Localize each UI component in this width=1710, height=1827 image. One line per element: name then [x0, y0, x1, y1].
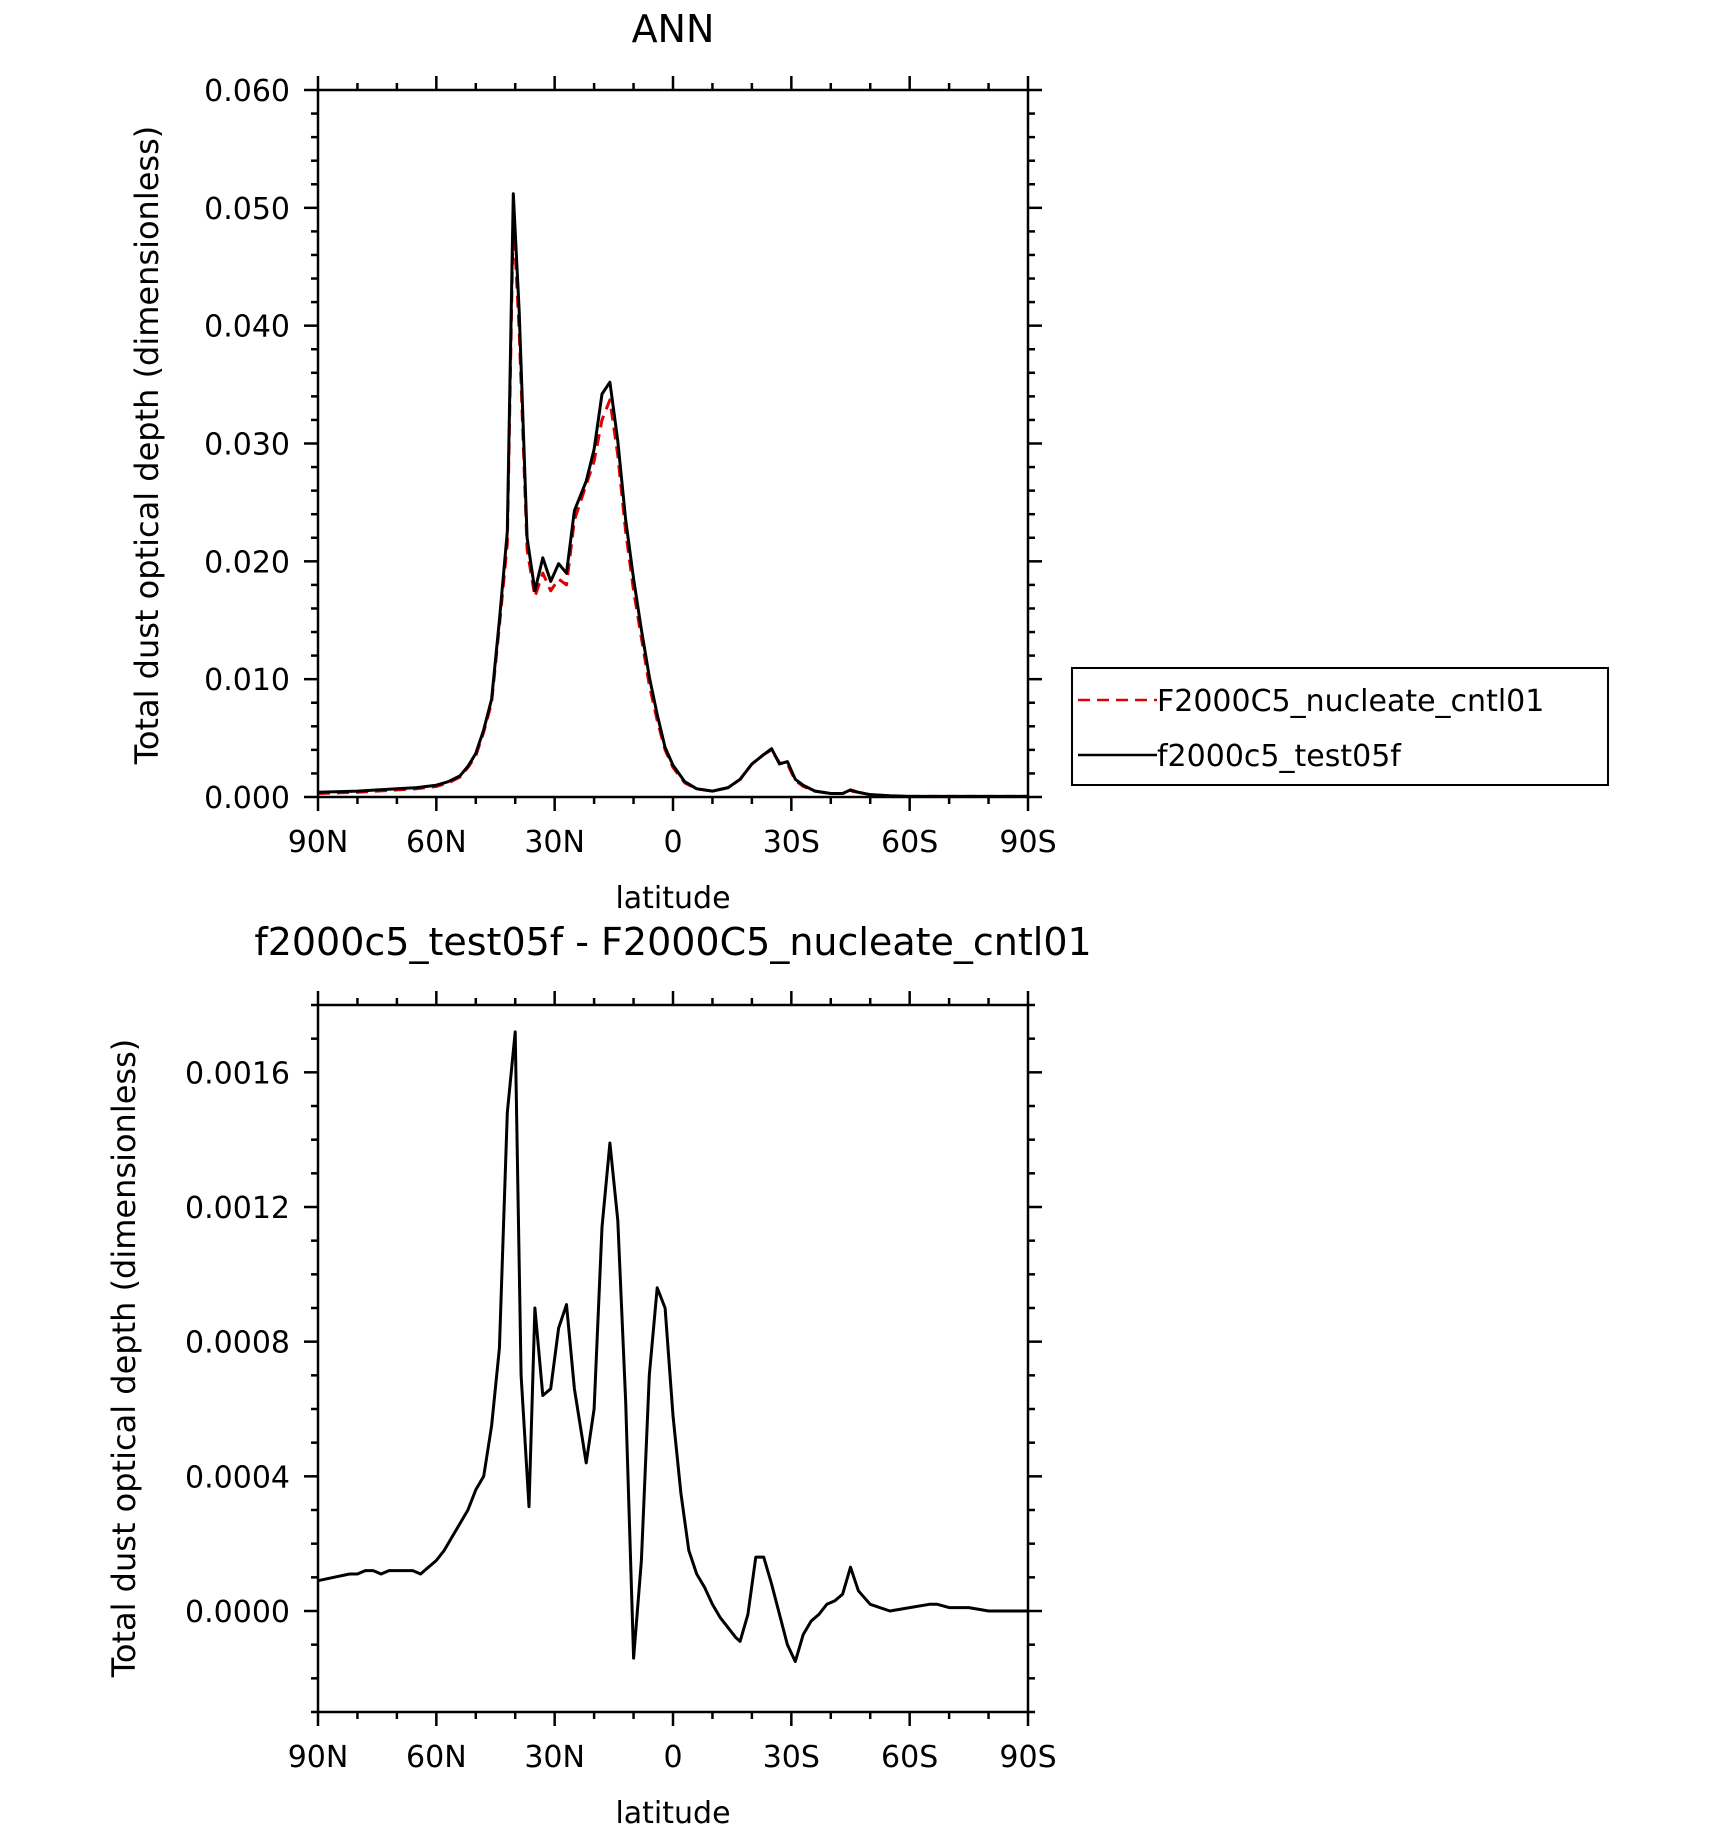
top-chart-title: ANN	[632, 7, 715, 51]
y-tick-label: 0.0000	[185, 1595, 290, 1630]
x-tick-label: 0	[663, 825, 682, 860]
x-tick-label: 30S	[763, 1740, 820, 1775]
y-tick-label: 0.060	[204, 74, 290, 109]
top-y-axis-label: Total dust optical depth (dimensionless)	[128, 126, 166, 765]
bottom-x-axis-label: latitude	[615, 1796, 730, 1827]
legend-label-cntl01: F2000C5_nucleate_cntl01	[1157, 684, 1544, 719]
bottom-plot-frame	[316, 1003, 1030, 1714]
y-tick-label: 0.0016	[185, 1056, 290, 1091]
x-tick-label: 90N	[288, 825, 349, 860]
bottom-chart-title: f2000c5_test05f - F2000C5_nucleate_cntl0…	[254, 920, 1091, 964]
legend: F2000C5_nucleate_cntl01 f2000c5_test05f	[1071, 667, 1609, 786]
bottom-series-lines	[317, 1030, 1028, 1663]
y-tick-label: 0.040	[204, 310, 290, 345]
x-tick-label: 30N	[524, 1740, 585, 1775]
x-tick-label: 90S	[999, 1740, 1056, 1775]
y-tick-label: 0.0004	[185, 1460, 290, 1495]
y-tick-label: 0.0012	[185, 1191, 290, 1226]
top-axis-ticks: 90N 60N 30N 0 30S 60S 90S 0.000 0.010 0.020 0.030 0…	[204, 74, 1057, 860]
bottom-panel: f2000c5_test05f - F2000C5_nucleate_cntl0…	[105, 920, 1092, 1827]
series-line-f2000c5-test05f	[317, 192, 1028, 798]
legend-box	[1071, 667, 1609, 786]
bottom-axis-ticks: 90N 60N 30N 0 30S 60S 90S 0.0000 0.0004 0.0008 0.0…	[185, 991, 1057, 1775]
x-tick-label: 90S	[999, 825, 1056, 860]
x-tick-label: 30N	[524, 825, 585, 860]
x-tick-label: 60N	[406, 825, 467, 860]
top-plot-frame	[316, 88, 1030, 799]
y-tick-label: 0.000	[204, 781, 290, 816]
y-tick-label: 0.030	[204, 428, 290, 463]
series-line-difference	[317, 1030, 1028, 1663]
y-tick-label: 0.020	[204, 545, 290, 580]
x-tick-label: 0	[663, 1740, 682, 1775]
top-x-axis-label: latitude	[615, 881, 730, 916]
y-tick-label: 0.010	[204, 663, 290, 698]
x-tick-label: 90N	[288, 1740, 349, 1775]
y-tick-label: 0.0008	[185, 1326, 290, 1361]
x-tick-label: 60S	[881, 1740, 938, 1775]
series-line-f2000c5-nucleate-cntl01	[317, 212, 1028, 798]
top-panel: ANN Total dust optical depth (dimensionl…	[128, 7, 1609, 916]
bottom-y-axis-label: Total dust optical depth (dimensionless)	[105, 1039, 143, 1678]
top-series-lines	[317, 192, 1028, 798]
x-tick-label: 60S	[881, 825, 938, 860]
legend-label-test05f: f2000c5_test05f	[1157, 739, 1402, 774]
y-tick-label: 0.050	[204, 192, 290, 227]
x-tick-label: 60N	[406, 1740, 467, 1775]
x-tick-label: 30S	[763, 825, 820, 860]
